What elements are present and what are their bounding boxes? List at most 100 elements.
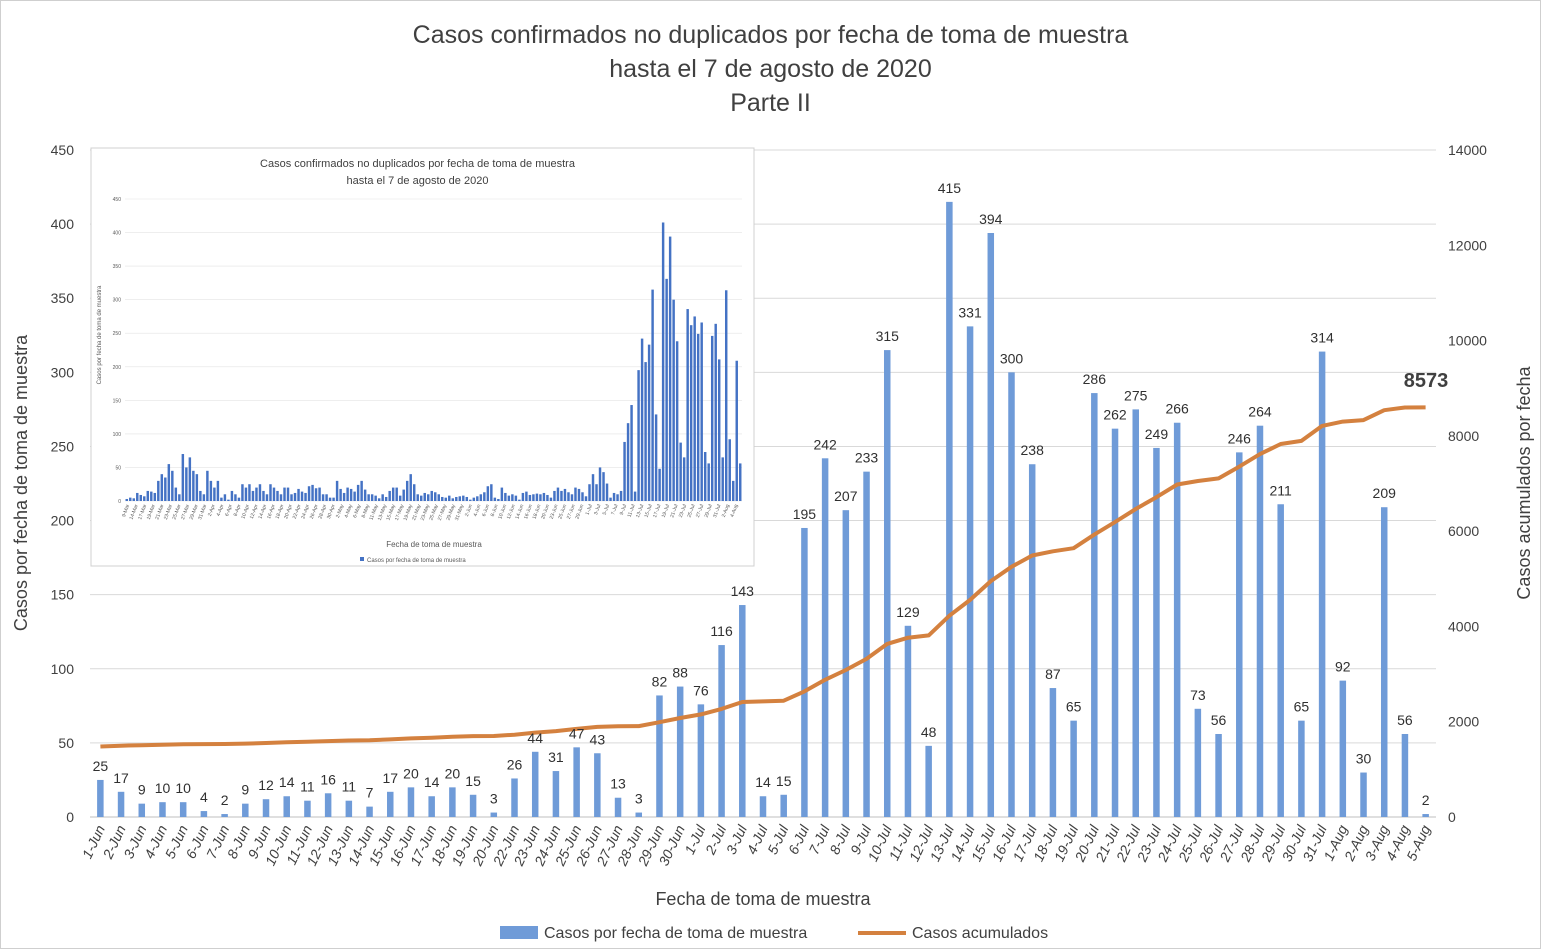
bar [1339, 680, 1347, 817]
bar [1008, 372, 1015, 817]
inset-bar [714, 323, 717, 501]
inset-bar [370, 494, 374, 501]
inset-x-tick-label: 17-May [394, 503, 406, 521]
y2-tick-label: 10000 [1448, 333, 1487, 349]
inset-bar [661, 222, 665, 501]
bar-value-label: 249 [1145, 426, 1169, 442]
inset-bar [598, 467, 602, 501]
inset-bar [318, 487, 321, 501]
y-tick-label: 250 [51, 438, 75, 454]
bar [946, 201, 953, 817]
chart-title-line-1: Casos confirmados no duplicados por fech… [412, 21, 1129, 49]
inset-x-tick-label: 26-Apr [309, 503, 320, 519]
inset-bar [164, 477, 167, 501]
inset-x-tick-label: 15-May [385, 503, 397, 521]
inset-x-tick-label: 17-Mar [137, 503, 148, 520]
inset-bar [262, 490, 265, 501]
bar-value-label: 129 [896, 604, 920, 620]
bar [304, 800, 311, 817]
inset-bar [409, 474, 412, 501]
inset-x-tick-label: 18-Apr [275, 503, 286, 519]
bar [1422, 814, 1429, 817]
inset-bar [360, 480, 363, 501]
inset-bar [248, 484, 251, 501]
inset-bar [293, 492, 297, 501]
inset-bar [570, 494, 574, 501]
bar [449, 787, 456, 817]
bar-value-label: 246 [1228, 430, 1252, 446]
bar-value-label: 25 [93, 758, 109, 774]
bar [863, 471, 870, 817]
inset-x-tick-label: 10-Apr [240, 503, 251, 519]
legend-line-label: Casos acumulados [912, 925, 1048, 942]
bar [552, 771, 560, 817]
inset-bar [717, 359, 721, 501]
inset-bar [472, 497, 476, 501]
inset-bar [276, 490, 279, 501]
inset-bar [157, 480, 160, 501]
inset-bar [420, 495, 423, 501]
inset-bar [497, 498, 500, 501]
inset-x-tick-label: 1-Jul [585, 504, 594, 516]
inset-bar [188, 457, 192, 501]
y2-tick-label: 12000 [1448, 237, 1487, 253]
inset-x-tick-label: 6-Jun [481, 503, 491, 517]
inset-bar [216, 480, 220, 501]
bar-value-label: 14 [755, 774, 771, 790]
inset-bar [234, 494, 237, 501]
inset-bar [255, 487, 258, 501]
inset-bar [136, 492, 139, 501]
y2-tick-label: 6000 [1448, 523, 1479, 539]
inset-x-tick-label: 21-May [411, 503, 423, 521]
inset-x-tick-label: 27-Mar [180, 503, 191, 520]
bar-value-label: 262 [1103, 407, 1127, 423]
bar-value-label: 10 [155, 780, 171, 796]
inset-bar [279, 494, 283, 501]
inset-x-tick-label: 8-May [361, 503, 372, 519]
bar-value-label: 30 [1356, 751, 1372, 767]
inset-bar [560, 490, 563, 501]
inset-x-tick-label: 2-Apr [207, 503, 217, 517]
inset-bar [739, 463, 742, 501]
inset-x-tick-label: 18-Jun [532, 503, 543, 520]
inset-x-tick-label: 13-Jul [635, 504, 645, 519]
inset-bar [696, 333, 700, 501]
inset-x-tick-label: 12-Apr [249, 503, 260, 519]
inset-bar [728, 439, 731, 501]
inset-bar [616, 494, 619, 501]
inset-x-tick-label: 4-May [344, 503, 355, 519]
inset-x-tick-label: 19-May [403, 503, 415, 521]
y2-axis-ticks: 0 2000 4000 6000 8000 10000 12000 14000 [1448, 142, 1487, 825]
y-axis-title: Casos por fecha de toma de muestra [11, 334, 31, 631]
bar [1111, 428, 1119, 817]
inset-legend-label: Casos por fecha de toma de muestra [367, 558, 466, 564]
bar-value-label: 209 [1373, 485, 1397, 501]
inset-bar [721, 457, 724, 501]
inset-bar [125, 498, 128, 501]
inset-x-tick-label: 16-Jun [523, 503, 534, 520]
inset-y-tick-label: 100 [113, 432, 122, 438]
inset-bar [353, 491, 356, 501]
inset-x-tick-label: 12-Jun [506, 503, 517, 520]
bar [883, 350, 891, 817]
bar [821, 458, 829, 817]
inset-bar [328, 497, 332, 501]
bar-value-label: 233 [855, 450, 879, 466]
bar [179, 802, 187, 817]
bar [324, 793, 332, 817]
inset-x-tick-label: 6-Apr [224, 503, 234, 517]
inset-bar [626, 423, 630, 501]
chart-title-line-2: hasta el 7 de agosto de 2020 [609, 55, 932, 83]
legend-bar-label: Casos por fecha de toma de muestra [544, 925, 807, 942]
inset-bar [307, 486, 311, 501]
inset-bar [483, 492, 486, 501]
line-series [100, 405, 1426, 749]
inset-y-tick-label: 450 [113, 197, 122, 203]
inset-bar [258, 484, 262, 501]
inset-bar [223, 494, 227, 501]
last-value-label: 8573 [1404, 370, 1449, 392]
bar [407, 787, 415, 817]
inset-bar [332, 497, 335, 501]
